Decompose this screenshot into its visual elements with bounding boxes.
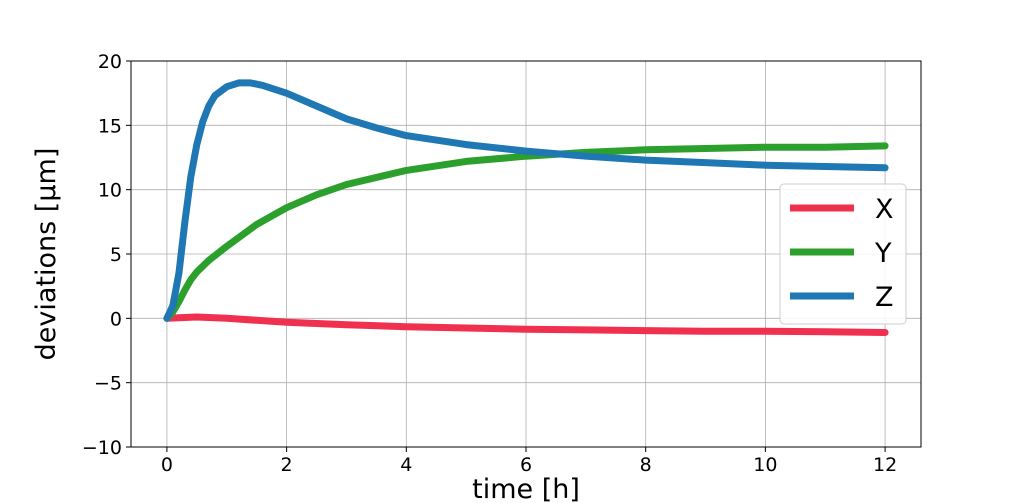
series-line-z bbox=[163, 79, 889, 322]
y-tick-label: −5 bbox=[94, 373, 122, 395]
y-tick-label: 10 bbox=[98, 180, 122, 202]
y-axis-label: deviations [μm] bbox=[31, 148, 62, 361]
x-tick-label: 6 bbox=[520, 454, 532, 476]
x-tick-label: 10 bbox=[753, 454, 777, 476]
legend-label-x: X bbox=[875, 194, 894, 225]
y-tick-label: 15 bbox=[98, 115, 122, 137]
x-tick-label: 4 bbox=[400, 454, 412, 476]
series-line-x bbox=[163, 313, 889, 336]
legend: XYZ bbox=[779, 183, 907, 325]
x-axis-label: time [h] bbox=[472, 474, 580, 503]
series-lines bbox=[163, 79, 889, 336]
series-line-y bbox=[163, 142, 889, 322]
legend-label-y: Y bbox=[874, 238, 892, 269]
x-tick-label: 2 bbox=[281, 454, 293, 476]
x-tick-label: 8 bbox=[640, 454, 652, 476]
y-tick-label: 0 bbox=[110, 308, 122, 330]
x-tick-label: 0 bbox=[161, 454, 173, 476]
y-tick-label: 20 bbox=[98, 51, 122, 73]
y-tick-label: 5 bbox=[110, 244, 122, 266]
legend-label-z: Z bbox=[875, 282, 894, 313]
axis-ticks: 0 2 4 6 8 10 12 −10 −5 0 5 10 15 20 bbox=[82, 51, 897, 476]
y-tick-label: −10 bbox=[82, 437, 122, 459]
x-tick-label: 12 bbox=[873, 454, 897, 476]
